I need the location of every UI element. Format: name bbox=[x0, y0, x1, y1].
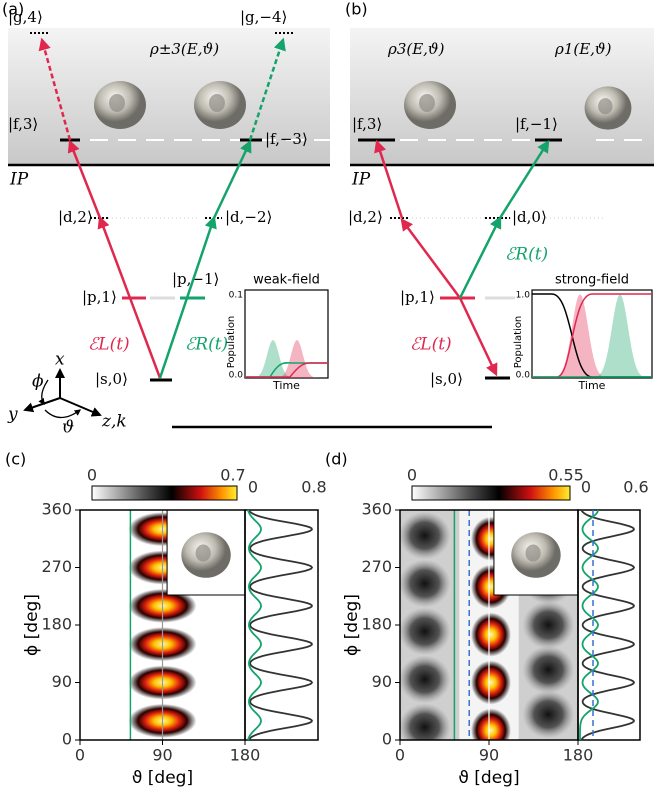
y-tick-label: 90 bbox=[52, 672, 72, 691]
axis-icon-label: ϑ bbox=[62, 418, 74, 438]
level-label: |p,1⟩ bbox=[82, 288, 117, 306]
inset-tick: 0.0 bbox=[229, 371, 244, 381]
y-tick-label: 0 bbox=[62, 730, 72, 749]
panel-label: (b) bbox=[345, 0, 368, 19]
y-tick-label: 270 bbox=[41, 557, 72, 576]
x-tick-label: 180 bbox=[563, 746, 594, 765]
y-tick-label: 180 bbox=[361, 615, 392, 634]
x-tick-label: 90 bbox=[479, 746, 499, 765]
level-label: |g,4⟩ bbox=[8, 8, 43, 26]
orbital-hole bbox=[419, 94, 435, 112]
figure: (a)IPρ±3(E,ϑ)|g,4⟩|g,−4⟩|f,3⟩|f,−3⟩|d,2⟩… bbox=[0, 0, 654, 795]
x-tick-label: 0 bbox=[395, 746, 405, 765]
dark-blob bbox=[399, 512, 451, 560]
orbital-hole bbox=[196, 545, 211, 562]
level-label: |f,3⟩ bbox=[352, 115, 382, 133]
y-axis-label: ϕ [deg] bbox=[342, 594, 362, 656]
dark-blob bbox=[522, 690, 574, 738]
level-label: |d,2⟩ bbox=[58, 208, 93, 226]
rho-label: ρ±3(E,ϑ) bbox=[149, 40, 219, 58]
inset-ylabel: Population bbox=[513, 316, 524, 369]
inset-frame bbox=[245, 290, 328, 378]
colorbar-tick: 0.7 bbox=[220, 466, 245, 485]
axis-icon-label: x bbox=[55, 350, 65, 370]
inset-tick: 0.0 bbox=[516, 371, 531, 381]
dark-blob bbox=[522, 646, 574, 694]
x-tick-label: 180 bbox=[230, 746, 261, 765]
inset-tick: 1.0 bbox=[516, 291, 531, 301]
y-tick-label: 90 bbox=[372, 672, 392, 691]
profile-tick: 0 bbox=[248, 478, 258, 497]
y-tick-label: 360 bbox=[361, 500, 392, 519]
colorbar-tick: 0.55 bbox=[548, 466, 584, 485]
ip-label: IP bbox=[351, 170, 371, 190]
axis-icon-label: z,k bbox=[101, 412, 127, 432]
green-arrow bbox=[460, 218, 500, 298]
y-tick-label: 180 bbox=[41, 615, 72, 634]
hot-blob bbox=[471, 661, 511, 705]
profile bbox=[249, 510, 312, 740]
axis-icon-label: y bbox=[7, 405, 18, 425]
level-label: |d,0⟩ bbox=[512, 208, 547, 226]
colorbar-tick: 0 bbox=[87, 466, 97, 485]
field-label: ℰL(t) bbox=[410, 335, 452, 355]
level-label: |d,2⟩ bbox=[348, 208, 383, 226]
axis bbox=[60, 398, 100, 415]
inset-ylabel: Population bbox=[226, 316, 237, 369]
field-label: ℰR(t) bbox=[505, 245, 548, 265]
inset-title: strong-field bbox=[555, 273, 629, 288]
y-tick-label: 270 bbox=[361, 557, 392, 576]
level-label: |p,1⟩ bbox=[400, 288, 435, 306]
panel-label: (c) bbox=[5, 450, 26, 469]
orbital-hole bbox=[209, 94, 225, 112]
rho-label: ρ3(E,ϑ) bbox=[387, 40, 445, 58]
colorbar bbox=[412, 486, 570, 500]
frame bbox=[578, 510, 640, 740]
profile-tick: 0.6 bbox=[623, 478, 648, 497]
field-label: ℰR(t) bbox=[185, 335, 228, 355]
profile bbox=[581, 510, 634, 740]
dark-blob bbox=[399, 559, 451, 607]
profile-tick: 0.8 bbox=[301, 478, 326, 497]
x-tick-label: 0 bbox=[75, 746, 85, 765]
dark-blob bbox=[522, 601, 574, 649]
panel-label: (d) bbox=[325, 450, 348, 469]
dark-blob bbox=[399, 703, 451, 751]
y-axis-label: ϕ [deg] bbox=[22, 594, 42, 656]
hot-blob bbox=[471, 613, 511, 657]
inset-title: weak-field bbox=[253, 273, 320, 288]
inset-xlabel: Time bbox=[578, 379, 606, 392]
orbital-hole bbox=[598, 98, 612, 114]
colorbar bbox=[92, 486, 237, 500]
inset-xlabel: Time bbox=[272, 379, 300, 392]
x-axis-label: ϑ [deg] bbox=[132, 768, 193, 788]
colorbar-tick: 0 bbox=[407, 466, 417, 485]
red-arrow bbox=[402, 220, 460, 298]
ip-label: IP bbox=[9, 170, 29, 190]
level-label: |d,−2⟩ bbox=[225, 208, 272, 226]
orbital-hole bbox=[526, 545, 541, 562]
x-tick-label: 90 bbox=[152, 746, 172, 765]
orbital-hole bbox=[109, 94, 125, 112]
x-axis-label: ϑ [deg] bbox=[458, 768, 519, 788]
level-label: |s,0⟩ bbox=[95, 370, 128, 388]
rho-label: ρ1(E,ϑ) bbox=[554, 40, 612, 58]
dark-blob bbox=[399, 655, 451, 703]
frame bbox=[245, 510, 318, 740]
axis-icon-label: ϕ bbox=[32, 372, 44, 392]
dark-blob bbox=[399, 607, 451, 655]
red-arrow bbox=[460, 298, 496, 374]
heatmap bbox=[399, 464, 578, 753]
level-label: |f,−1⟩ bbox=[515, 115, 558, 133]
level-label: |g,−4⟩ bbox=[240, 8, 287, 26]
inset-tick: 0.1 bbox=[229, 291, 243, 301]
level-label: |s,0⟩ bbox=[430, 370, 463, 388]
level-label: |f,−3⟩ bbox=[265, 130, 308, 148]
field-label: ℰL(t) bbox=[88, 335, 130, 355]
level-label: |f,3⟩ bbox=[8, 115, 38, 133]
profile-tick: 0 bbox=[581, 478, 591, 497]
y-tick-label: 360 bbox=[41, 500, 72, 519]
y-tick-label: 0 bbox=[382, 730, 392, 749]
angle-arrow bbox=[45, 410, 80, 418]
